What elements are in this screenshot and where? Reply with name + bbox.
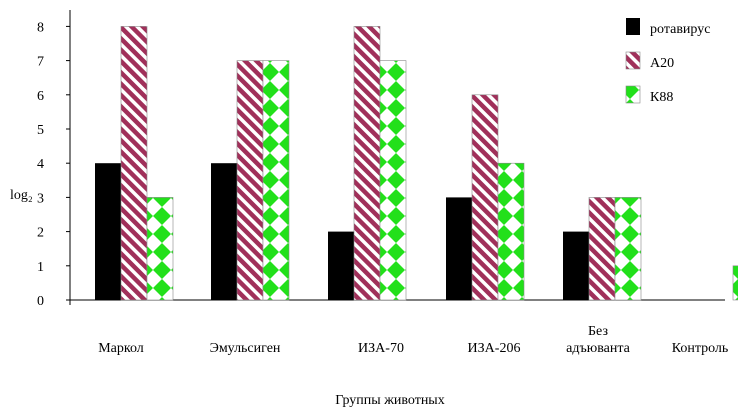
bar-0-1 [211, 163, 237, 300]
y-tick-label: 3 [37, 191, 44, 206]
y-tick-label: 7 [37, 55, 44, 70]
bar-1-0 [120, 26, 148, 301]
y-axis-title: log₂ [10, 188, 33, 203]
category-labels: Маркол Эмульсиген ИЗА-70 ИЗА-206 Без адъювант… [98, 324, 728, 356]
bar-0-0 [95, 163, 121, 300]
bar-1-1 [236, 60, 264, 301]
legend-swatch [625, 85, 641, 104]
category-label: ИЗА-70 [358, 341, 404, 356]
x-axis-title: Группы животных [335, 393, 444, 408]
y-tick-label: 6 [37, 89, 44, 104]
legend-swatch [626, 18, 640, 35]
y-tick-label: 5 [37, 123, 44, 138]
y-tick-label: 1 [37, 260, 44, 275]
legend-label: А20 [650, 56, 674, 71]
category-label: Эмульсиген [210, 341, 281, 356]
bars [95, 26, 738, 301]
y-tick-label: 4 [37, 157, 44, 172]
bar-2-3 [497, 162, 525, 301]
bar-0-4 [563, 231, 589, 300]
bar-2-1 [262, 60, 290, 301]
legend: ротавирус А20 К88 [625, 18, 710, 105]
category-label: Маркол [98, 341, 144, 356]
y-axis-ticks: 0 1 2 3 4 5 6 7 8 [37, 20, 70, 309]
bar-1-2 [353, 26, 381, 301]
y-tick-label: 8 [37, 20, 44, 35]
y-tick-label: 2 [37, 226, 44, 241]
bar-2-5 [732, 265, 738, 301]
bar-2-0 [146, 197, 174, 301]
legend-label: ротавирус [650, 22, 710, 37]
bar-0-2 [328, 231, 354, 300]
bar-2-2 [379, 60, 407, 301]
bar-1-3 [471, 94, 499, 301]
legend-label: К88 [650, 90, 673, 105]
category-label: Без адъюванта [566, 324, 630, 356]
category-label: ИЗА-206 [468, 341, 521, 356]
category-label: Контроль [672, 341, 729, 356]
bar-0-3 [446, 197, 472, 300]
bar-1-4 [588, 197, 616, 301]
y-tick-label: 0 [37, 294, 44, 309]
bar-2-4 [614, 197, 642, 301]
legend-swatch [625, 51, 641, 70]
